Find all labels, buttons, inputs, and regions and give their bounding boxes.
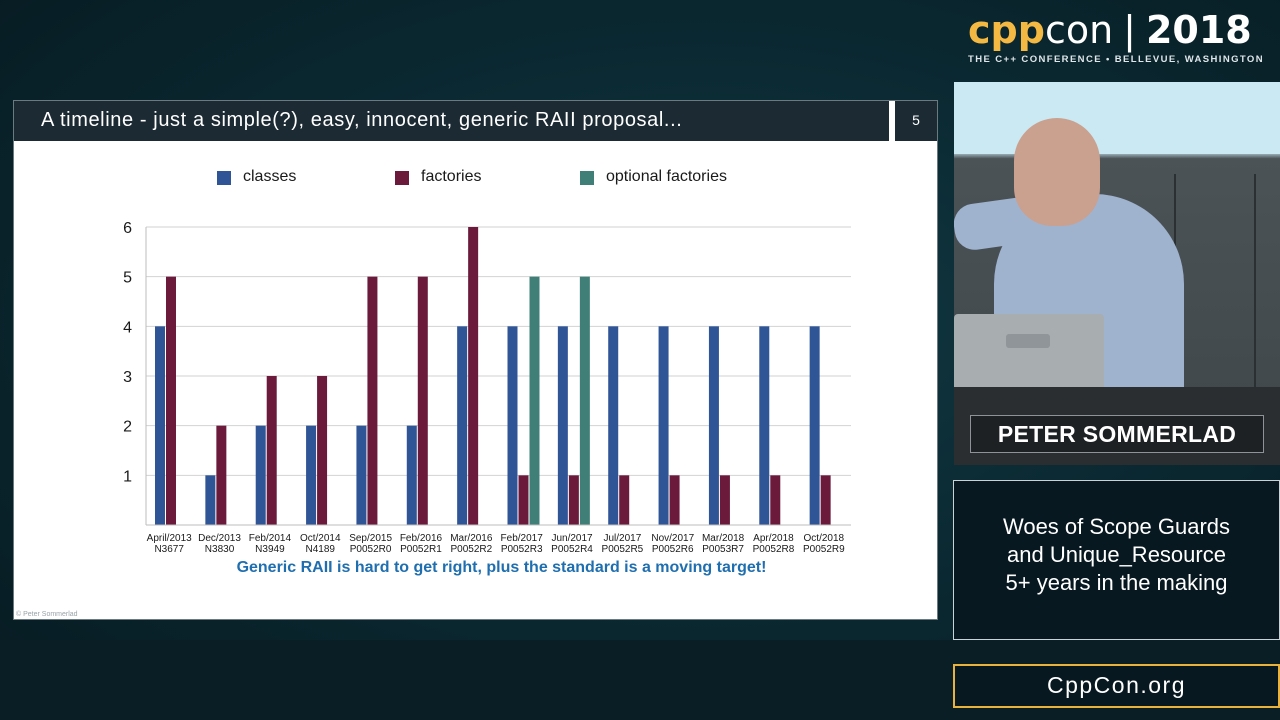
bar-factories (820, 475, 831, 525)
brand-separator: | (1123, 8, 1136, 52)
bar-factories (619, 475, 630, 525)
speaker-name: PETER SOMMERLAD (997, 421, 1237, 447)
site-banner: CppCon.org (953, 664, 1280, 708)
x-tick-label: Mar/2018 (702, 533, 745, 544)
x-tick-label: Dec/2013 (198, 533, 241, 544)
x-tick-label: P0052R5 (602, 544, 644, 555)
y-tick-label: 2 (123, 419, 132, 436)
bar-factories (719, 475, 730, 525)
speaker-head (1014, 118, 1100, 226)
bar-factories (317, 376, 328, 525)
bar-classes (708, 326, 719, 525)
bar-classes (809, 326, 820, 525)
bar-classes (658, 326, 669, 525)
bar-optional-factories (529, 276, 540, 525)
bar-classes (507, 326, 518, 525)
bar-factories (568, 475, 579, 525)
x-tick-label: P0052R4 (551, 544, 593, 555)
bar-classes (759, 326, 770, 525)
bar-classes (205, 475, 216, 525)
bar-classes (406, 425, 417, 525)
video-light-wall (954, 82, 1280, 154)
x-tick-label: N4189 (306, 544, 336, 555)
bar-factories (770, 475, 781, 525)
x-tick-label: Oct/2014 (300, 533, 341, 544)
x-tick-label: P0052R0 (350, 544, 392, 555)
x-tick-label: P0052R6 (652, 544, 694, 555)
talk-title-line-3: 5+ years in the making (1005, 570, 1228, 595)
bar-factories (367, 276, 378, 525)
bar-classes (306, 425, 317, 525)
legend-swatch-optional-factories (580, 171, 594, 185)
legend-label-factories: factories (421, 168, 482, 185)
x-tick-label: P0053R7 (702, 544, 744, 555)
bar-factories (417, 276, 428, 525)
bar-factories (166, 276, 176, 525)
brand-subtitle: THE C++ CONFERENCE • BELLEVUE, WASHINGTO… (968, 54, 1264, 65)
x-tick-label: P0052R8 (753, 544, 795, 555)
x-tick-label: N3677 (154, 544, 184, 555)
bar-classes (457, 326, 468, 525)
bar-classes (608, 326, 619, 525)
talk-title-box: Woes of Scope Guards and Unique_Resource… (953, 480, 1280, 640)
x-tick-label: Oct/2018 (804, 533, 845, 544)
x-tick-label: Jun/2017 (551, 533, 593, 544)
x-tick-label: P0052R1 (400, 544, 442, 555)
bar-optional-factories (579, 276, 590, 525)
bar-classes (356, 425, 367, 525)
y-tick-label: 4 (123, 319, 132, 336)
slide-number-box: 5 (895, 101, 937, 141)
speaker-video: PETER SOMMERLAD (954, 82, 1280, 465)
y-tick-label: 5 (123, 270, 132, 287)
x-tick-label: N3949 (255, 544, 285, 555)
slide: A timeline - just a simple(?), easy, inn… (13, 100, 938, 620)
bar-classes (155, 326, 165, 525)
legend-swatch-factories (395, 171, 409, 185)
bar-classes (255, 425, 266, 525)
x-tick-label: N3830 (205, 544, 235, 555)
speaker-name-plate: PETER SOMMERLAD (970, 415, 1264, 453)
x-tick-label: Apr/2018 (753, 533, 794, 544)
x-tick-label: Nov/2017 (651, 533, 694, 544)
x-tick-label: Feb/2017 (501, 533, 544, 544)
laptop-logo-icon (1006, 334, 1050, 348)
x-tick-label: P0052R3 (501, 544, 543, 555)
slide-number: 5 (912, 112, 920, 128)
chart-legend: classes factories optional factories (214, 167, 814, 189)
y-tick-label: 3 (123, 369, 132, 386)
talk-title-line-2: and Unique_Resource (1007, 542, 1226, 567)
x-tick-label: P0052R9 (803, 544, 845, 555)
laptop (954, 314, 1104, 394)
x-tick-label: April/2013 (147, 533, 192, 544)
x-tick-label: Feb/2014 (249, 533, 292, 544)
slide-title: A timeline - just a simple(?), easy, inn… (41, 109, 683, 131)
x-tick-label: Feb/2016 (400, 533, 443, 544)
brand-con: con (1044, 8, 1114, 52)
slide-header: A timeline - just a simple(?), easy, inn… (14, 101, 889, 141)
y-tick-label: 1 (123, 468, 132, 485)
x-tick-label: Mar/2016 (450, 533, 493, 544)
brand-year: 2018 (1145, 8, 1252, 52)
wall-panel-seam (1254, 174, 1256, 414)
bar-factories (669, 475, 680, 525)
x-tick-label: P0052R2 (450, 544, 492, 555)
talk-title-line-1: Woes of Scope Guards (1002, 514, 1231, 539)
legend-swatch-classes (217, 171, 231, 185)
bar-factories (216, 425, 227, 525)
conference-logo: cppcon | 2018 THE C++ CONFERENCE • BELLEVU… (968, 8, 1268, 70)
legend-label-classes: classes (243, 168, 297, 185)
bar-factories (266, 376, 277, 525)
bar-factories (518, 475, 529, 525)
x-tick-label: Jul/2017 (603, 533, 641, 544)
slide-takeaway: Generic RAII is hard to get right, plus … (236, 559, 767, 576)
y-tick-label: 6 (123, 220, 132, 237)
slide-copyright: © Peter Sommerlad (16, 611, 78, 618)
site-url: CppCon.org (1046, 672, 1187, 698)
x-tick-label: Sep/2015 (349, 533, 392, 544)
bar-classes (557, 326, 568, 525)
legend-label-optional-factories: optional factories (606, 168, 727, 185)
bar-factories (468, 227, 479, 525)
brand-cpp: cpp (968, 8, 1045, 52)
